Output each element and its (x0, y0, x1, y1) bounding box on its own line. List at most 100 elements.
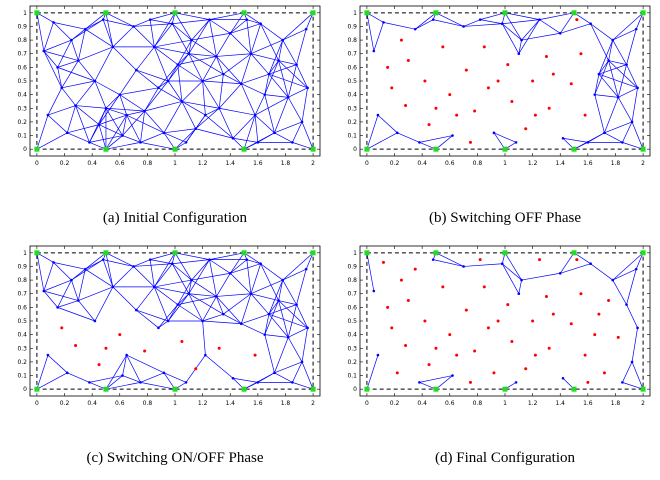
link (573, 252, 591, 265)
active-node (228, 31, 232, 35)
link (264, 334, 289, 338)
link (246, 259, 252, 294)
anchor-node (34, 146, 40, 152)
link (119, 87, 159, 95)
link (133, 23, 173, 27)
active-node (514, 381, 518, 384)
active-node (135, 68, 138, 72)
anchor-node (34, 250, 40, 256)
link (539, 19, 561, 34)
link (501, 263, 520, 294)
active-node (593, 93, 597, 96)
active-node (431, 258, 435, 261)
link (36, 252, 54, 263)
link (218, 83, 242, 109)
anchor-node (571, 146, 577, 152)
link (608, 40, 614, 61)
link (150, 12, 176, 20)
active-node (267, 312, 271, 316)
link (268, 60, 279, 75)
link (502, 23, 522, 41)
link (36, 252, 45, 292)
sleeping-node (455, 113, 459, 117)
sleeping-node (194, 367, 198, 371)
active-node (286, 336, 290, 339)
link (209, 19, 217, 57)
sleeping-node (217, 346, 221, 350)
sleeping-node (180, 339, 184, 343)
link (202, 320, 206, 356)
anchor-node (241, 250, 247, 256)
active-node (74, 104, 77, 107)
link (521, 272, 561, 281)
sleeping-node (533, 113, 537, 117)
link (292, 382, 314, 390)
active-node (286, 96, 290, 99)
link (105, 12, 134, 27)
sleeping-node (464, 308, 468, 312)
link (202, 313, 224, 322)
anchor-node (310, 250, 316, 256)
link (230, 263, 261, 274)
sleeping-node (404, 104, 408, 108)
link (188, 293, 224, 315)
sleeping-node (575, 18, 579, 22)
link (43, 50, 58, 68)
link (246, 19, 261, 25)
link (504, 252, 522, 281)
link (463, 263, 503, 267)
active-node (538, 18, 541, 21)
y-tick-label: 0.6 (17, 304, 27, 311)
sleeping-node (551, 312, 555, 316)
link (626, 304, 638, 328)
link (216, 53, 251, 57)
x-tick-label: 1.6 (253, 160, 263, 167)
sleeping-node (427, 123, 431, 127)
sleeping-node (569, 82, 573, 86)
active-node (621, 141, 624, 144)
link (617, 64, 627, 98)
link (631, 327, 638, 362)
link (264, 334, 275, 373)
active-node (170, 22, 174, 26)
link (278, 300, 308, 329)
link (119, 94, 145, 112)
x-tick-label: 0.4 (87, 160, 97, 167)
link (47, 105, 76, 116)
link (274, 97, 289, 133)
active-node (180, 100, 184, 103)
link (501, 23, 520, 54)
link (274, 121, 303, 134)
link (205, 107, 220, 116)
link (635, 252, 644, 270)
link (618, 87, 638, 98)
active-node (611, 38, 615, 42)
link (243, 12, 261, 25)
sleeping-node (390, 86, 394, 90)
x-tick-label: 0.4 (417, 400, 427, 407)
link (140, 110, 145, 143)
y-tick-label: 0.7 (17, 291, 27, 298)
sleeping-node (406, 299, 410, 303)
link (264, 94, 289, 98)
y-tick-label: 0.1 (347, 133, 357, 140)
link (598, 73, 619, 98)
link (594, 94, 619, 98)
anchor-node (103, 386, 109, 392)
active-node (60, 86, 64, 90)
sleeping-node (575, 258, 579, 262)
link (590, 23, 613, 41)
active-node (245, 18, 249, 21)
x-tick-label: 0.4 (417, 160, 427, 167)
link (153, 46, 169, 82)
link (366, 354, 379, 390)
link (105, 382, 141, 390)
sleeping-node (506, 63, 510, 67)
sleeping-node (531, 79, 535, 83)
sleeping-node (455, 353, 459, 357)
active-node (70, 278, 73, 282)
link (521, 19, 540, 41)
link (133, 263, 173, 267)
link (301, 327, 308, 362)
y-tick-label: 0.7 (17, 51, 27, 58)
